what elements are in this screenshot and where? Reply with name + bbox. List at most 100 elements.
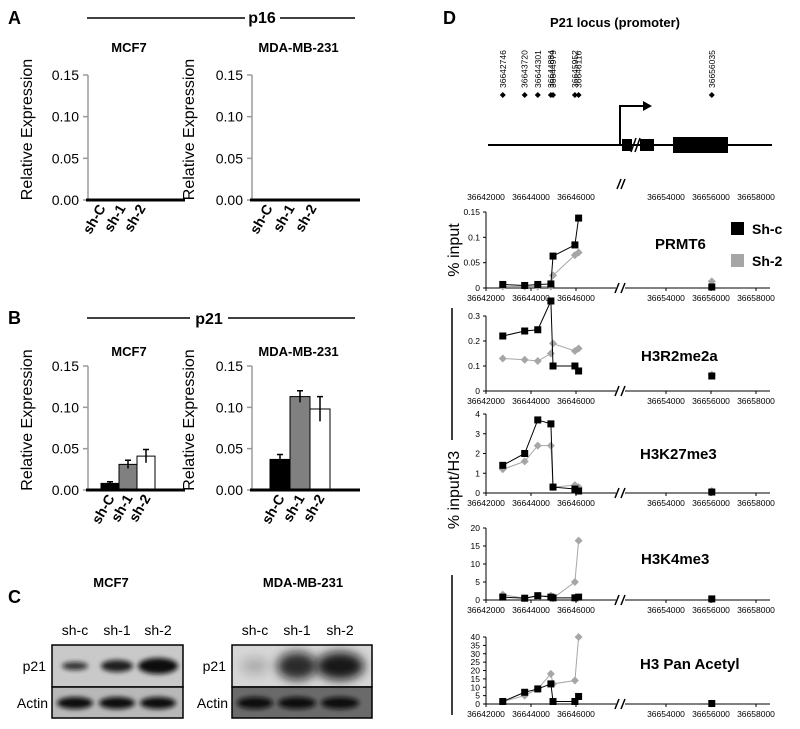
y-tick-label: 30	[471, 649, 481, 659]
y-axis-label: Relative Expression	[181, 349, 198, 490]
marker	[546, 669, 555, 678]
axis-break	[614, 698, 626, 710]
x-tick-label: 36658000	[737, 709, 775, 719]
x-tick-label: 36658000	[737, 192, 775, 202]
y-tick-label: 10	[471, 559, 481, 569]
shared-y-label: % input/H3	[446, 451, 463, 529]
marker	[546, 349, 555, 358]
axis-break	[614, 487, 626, 499]
axis-break-gap	[616, 385, 625, 397]
y-tick-label: 35	[471, 640, 481, 650]
marker	[499, 280, 507, 288]
x-tick-label: 36654000	[647, 709, 685, 719]
marker	[571, 485, 579, 493]
y-tick-label: 15	[471, 674, 481, 684]
site-label: 36643720	[520, 50, 530, 88]
axis-break	[614, 594, 626, 606]
lane-label: sh-c	[62, 622, 88, 638]
error-bar	[297, 390, 303, 403]
blot-title: MCF7	[93, 575, 128, 590]
site-marker	[550, 92, 557, 98]
y-tick-label: 0	[475, 595, 480, 605]
marker	[708, 699, 716, 707]
x-tick-label: 36644000	[512, 293, 550, 303]
y-tick-label: 2	[475, 449, 480, 459]
x-tick-label: 36644000	[512, 709, 550, 719]
x-tick-label: 36656000	[692, 498, 730, 508]
x-tick-label: 36654000	[647, 293, 685, 303]
band	[99, 697, 135, 709]
axis-break-gap	[616, 282, 625, 294]
x-tick-label: 36656000	[692, 605, 730, 615]
y-tick-label: 10	[471, 682, 481, 692]
x-tick-label: 36658000	[737, 498, 775, 508]
y-tick-label: 25	[471, 657, 481, 667]
lane-label: sh-2	[326, 622, 353, 638]
axis-break	[616, 178, 626, 190]
row-label: Actin	[17, 695, 48, 711]
chart-title: MCF7	[111, 344, 146, 359]
marker	[546, 441, 555, 450]
y-tick-label: 0.10	[216, 399, 243, 415]
tss-arrowhead	[643, 101, 652, 111]
marker	[575, 367, 583, 375]
x-tick-label: sh-2	[291, 201, 319, 234]
marker	[575, 214, 583, 222]
x-tick-label: 36646000	[557, 709, 595, 719]
y-axis-label: Relative Expression	[19, 59, 36, 200]
marker	[574, 536, 583, 545]
x-tick-label: 36646000	[557, 605, 595, 615]
y-axis-label: % input	[446, 223, 463, 277]
x-tick-label: 36646000	[557, 498, 595, 508]
y-tick-label: 5	[475, 691, 480, 701]
x-tick-label: 36642000	[467, 605, 505, 615]
row-label: Actin	[197, 695, 228, 711]
lane-label: sh-2	[144, 622, 171, 638]
panel-title: p16	[248, 10, 276, 27]
chart-title: MDA-MB-231	[258, 344, 338, 359]
x-tick-label: 36658000	[737, 605, 775, 615]
marker	[575, 487, 583, 495]
y-tick-label: 0.15	[216, 358, 243, 374]
band	[101, 660, 133, 672]
marker	[521, 327, 529, 335]
error-bar	[317, 395, 323, 422]
y-tick-label: 0.1	[468, 361, 480, 371]
site-label: 36645952	[570, 50, 580, 88]
band	[316, 652, 364, 680]
error-bar	[277, 453, 283, 465]
axis-break	[614, 282, 626, 294]
x-tick-label: 36642000	[467, 709, 505, 719]
y-tick-label: 0.05	[463, 258, 480, 268]
x-tick-label: 36658000	[737, 293, 775, 303]
site-label: 36644979	[548, 50, 558, 88]
series-line	[503, 684, 712, 704]
marker	[571, 697, 579, 705]
y-tick-label: 0	[475, 488, 480, 498]
marker	[520, 355, 529, 364]
panel-title: p21	[195, 311, 223, 328]
error-bar	[125, 459, 131, 469]
marker	[571, 241, 579, 249]
x-tick-label: 36644000	[512, 192, 550, 202]
x-tick-label: 36644000	[512, 396, 550, 406]
gene-diagram	[488, 101, 772, 153]
site-label: 36656035	[707, 50, 717, 88]
y-axis-label: Relative Expression	[181, 59, 198, 200]
marker	[534, 326, 542, 334]
x-tick-label: 36642000	[467, 192, 505, 202]
axis-break-gap	[616, 698, 625, 710]
x-tick-label: sh-2	[120, 201, 148, 234]
marker	[521, 594, 529, 602]
site-marker	[575, 92, 582, 98]
y-tick-label: 15	[471, 541, 481, 551]
marker	[575, 692, 583, 700]
marker	[708, 372, 716, 380]
band	[140, 697, 176, 709]
marker	[549, 594, 557, 602]
y-tick-label: 5	[475, 577, 480, 587]
band	[321, 697, 359, 709]
band	[278, 697, 316, 709]
error-bar	[107, 480, 113, 486]
